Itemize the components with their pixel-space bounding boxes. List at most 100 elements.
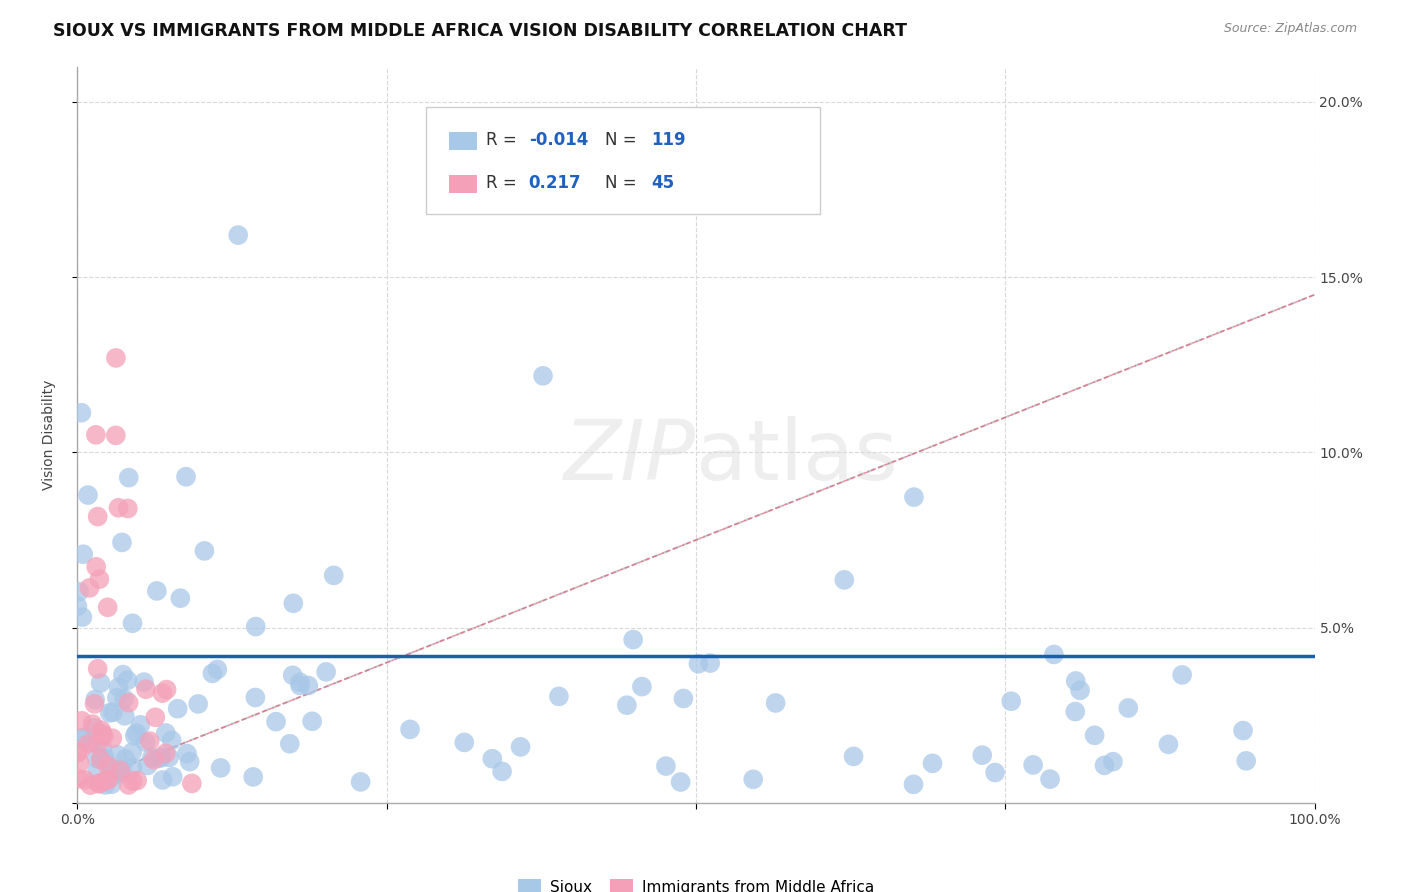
Point [84, 559, 107, 574]
Point [79, 581, 101, 595]
Point [143, 710, 166, 724]
Point [699, 656, 721, 670]
Point [101, 706, 124, 720]
Point [245, 619, 267, 633]
Text: Source: ZipAtlas.com: Source: ZipAtlas.com [1223, 22, 1357, 36]
Text: 119: 119 [651, 131, 686, 149]
Point [72, 610, 94, 624]
Point [135, 682, 157, 697]
Point [1234, 754, 1257, 768]
Text: R =: R = [486, 174, 523, 192]
Text: R =: R = [486, 131, 523, 149]
Point [399, 723, 422, 737]
Point [107, 500, 129, 515]
Point [129, 718, 152, 732]
Point [288, 675, 311, 690]
Point [136, 758, 159, 772]
Point [481, 752, 503, 766]
Point [121, 616, 143, 631]
Point [1102, 755, 1125, 769]
Point [842, 749, 865, 764]
Point [114, 752, 136, 766]
Point [70, 714, 93, 728]
Point [83, 721, 105, 735]
Point [69, 756, 91, 771]
Point [108, 764, 131, 778]
Point [94, 773, 117, 788]
Point [104, 428, 127, 442]
Point [688, 657, 710, 671]
Text: 0.217: 0.217 [529, 174, 581, 192]
Point [97, 759, 120, 773]
Point [453, 735, 475, 749]
Point [121, 774, 143, 789]
Point [179, 755, 201, 769]
Point [180, 776, 202, 790]
Text: SIOUX VS IMMIGRANTS FROM MIDDLE AFRICA VISION DISABILITY CORRELATION CHART: SIOUX VS IMMIGRANTS FROM MIDDLE AFRICA V… [53, 22, 907, 40]
Point [201, 666, 224, 681]
Point [1094, 758, 1116, 772]
Point [67, 584, 90, 599]
Point [66, 599, 89, 614]
Y-axis label: Vision Disability: Vision Disability [42, 380, 56, 490]
Point [134, 735, 156, 749]
Point [278, 737, 301, 751]
Point [783, 193, 806, 207]
Point [166, 702, 188, 716]
Text: -0.014: -0.014 [529, 131, 588, 149]
Point [121, 745, 143, 759]
Point [117, 778, 139, 792]
Point [242, 770, 264, 784]
Point [73, 730, 96, 744]
Point [209, 761, 232, 775]
Point [100, 777, 122, 791]
Point [91, 727, 114, 741]
Point [491, 764, 513, 779]
Point [288, 679, 311, 693]
Point [672, 691, 695, 706]
Point [84, 692, 107, 706]
Point [101, 731, 124, 746]
Point [117, 501, 139, 516]
Point [281, 668, 304, 682]
Point [66, 746, 89, 760]
Point [174, 469, 197, 483]
Point [105, 747, 128, 762]
Point [127, 773, 149, 788]
Point [152, 772, 174, 787]
Point [100, 768, 122, 782]
Point [93, 729, 115, 743]
Point [107, 767, 129, 781]
Point [141, 750, 163, 764]
Point [121, 760, 143, 774]
Point [301, 714, 323, 729]
Point [79, 778, 101, 792]
Point [118, 696, 141, 710]
Text: 45: 45 [651, 174, 673, 192]
Point [111, 667, 134, 681]
Point [669, 775, 692, 789]
Point [1232, 723, 1254, 738]
Point [87, 777, 110, 791]
Text: N =: N = [605, 174, 641, 192]
Point [139, 734, 162, 748]
Point [162, 770, 184, 784]
Point [903, 777, 925, 791]
Point [72, 731, 94, 746]
Point [765, 696, 787, 710]
Legend: Sioux, Immigrants from Middle Africa: Sioux, Immigrants from Middle Africa [512, 873, 880, 892]
Point [322, 568, 344, 582]
Point [118, 470, 141, 484]
Point [105, 690, 128, 705]
Point [77, 488, 100, 502]
Point [832, 573, 855, 587]
Text: N =: N = [605, 131, 641, 149]
Point [1171, 668, 1194, 682]
Point [90, 753, 112, 767]
Point [921, 756, 943, 771]
Text: atlas: atlas [696, 417, 897, 498]
Point [1064, 673, 1087, 688]
Point [1064, 705, 1087, 719]
Point [104, 351, 127, 365]
Point [108, 766, 131, 780]
